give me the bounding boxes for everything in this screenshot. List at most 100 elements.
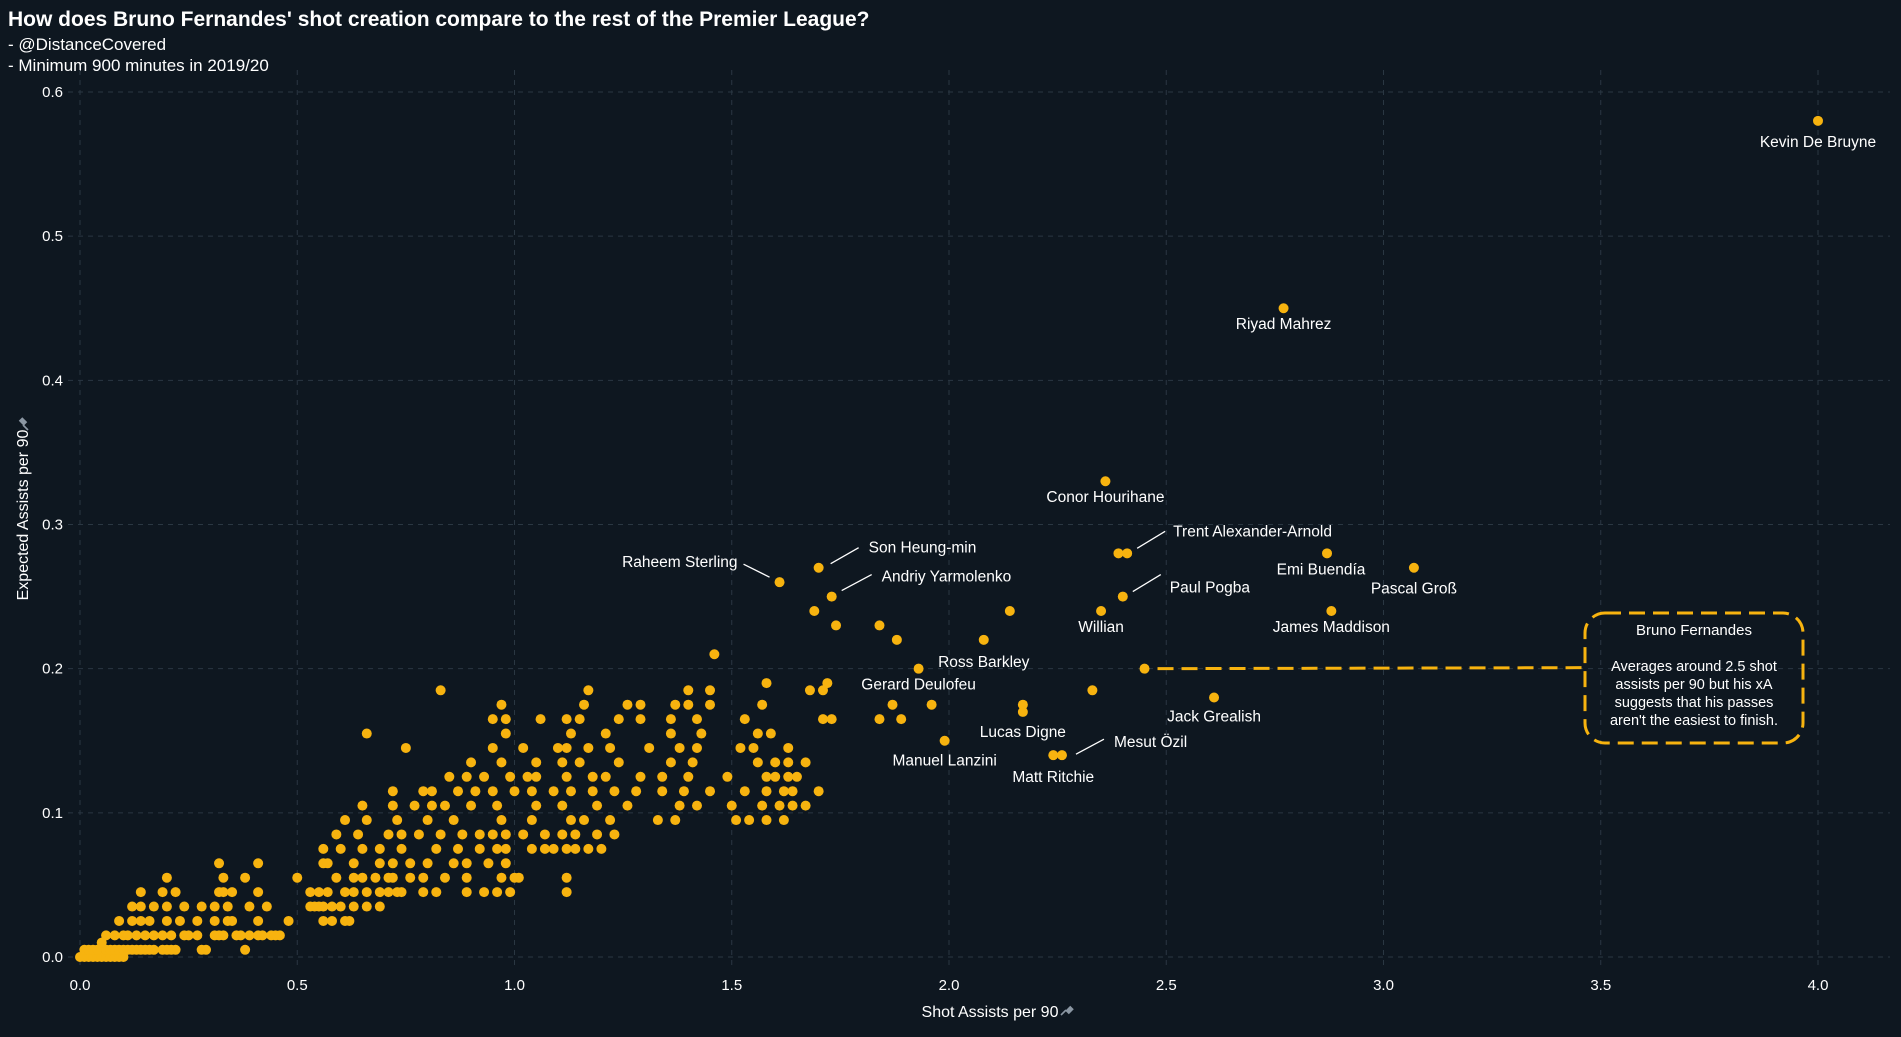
player-label: Raheem Sterling [622, 554, 737, 571]
data-point [170, 944, 181, 955]
leader-line [841, 574, 872, 592]
data-point [683, 771, 694, 782]
data-point [705, 699, 716, 710]
annotation-line-4: aren't the easiest to finish. [1610, 713, 1778, 729]
data-point [683, 685, 694, 696]
data-point [227, 915, 238, 926]
data-point [579, 699, 590, 710]
player-label: James Maddison [1273, 619, 1390, 636]
data-point [418, 872, 429, 883]
data-point-labeled [826, 591, 837, 602]
data-point [131, 930, 142, 941]
data-point [583, 843, 594, 854]
data-point [505, 771, 516, 782]
data-point [757, 800, 768, 811]
data-point [570, 829, 581, 840]
x-tick-label: 1.0 [504, 977, 525, 994]
y-tick-label: 0.6 [42, 84, 63, 101]
data-point [240, 872, 251, 883]
data-point [557, 757, 568, 768]
data-point [744, 815, 755, 826]
data-point [609, 829, 620, 840]
data-point [774, 800, 785, 811]
player-label: Gerard Deulofeu [861, 677, 976, 694]
data-point [474, 829, 485, 840]
data-point [253, 858, 264, 869]
data-point [387, 858, 398, 869]
player-label: Emi Buendía [1277, 561, 1366, 578]
data-point [526, 786, 537, 797]
data-point [574, 757, 585, 768]
data-point [574, 714, 585, 725]
data-point [161, 872, 172, 883]
data-point [761, 678, 772, 689]
data-point [327, 901, 338, 912]
data-point [691, 714, 702, 725]
player-label: Mesut Özil [1114, 733, 1187, 751]
data-point [787, 800, 798, 811]
data-point [696, 728, 707, 739]
data-point [466, 800, 477, 811]
data-point [435, 685, 446, 696]
data-point [461, 858, 472, 869]
data-point [292, 872, 303, 883]
annotation-line-1: Averages around 2.5 shot [1611, 659, 1777, 675]
data-point [683, 699, 694, 710]
data-point-labeled [1139, 663, 1150, 674]
annotation-line-3: suggests that his passes [1615, 695, 1774, 711]
data-point [492, 843, 503, 854]
data-point [405, 872, 416, 883]
data-point [731, 815, 742, 826]
player-label: Conor Hourihane [1046, 489, 1164, 506]
data-point [218, 887, 229, 898]
data-point [240, 944, 251, 955]
data-point [561, 887, 572, 898]
data-point [348, 887, 359, 898]
data-point [561, 714, 572, 725]
data-point [357, 843, 368, 854]
data-point [657, 771, 668, 782]
y-tick-label: 0.2 [42, 661, 63, 678]
data-point [783, 771, 794, 782]
data-point [431, 887, 442, 898]
data-point [387, 800, 398, 811]
data-point [222, 901, 233, 912]
data-point [161, 901, 172, 912]
data-point [565, 786, 576, 797]
data-point [327, 915, 338, 926]
data-point [605, 742, 616, 753]
data-point [492, 887, 503, 898]
data-point [526, 815, 537, 826]
y-axis-pin-icon[interactable] [18, 417, 29, 431]
data-point [665, 757, 676, 768]
data-point [1087, 685, 1098, 696]
data-points [75, 115, 1823, 962]
data-point [439, 872, 450, 883]
data-point [148, 944, 159, 955]
data-point [561, 771, 572, 782]
data-point [396, 843, 407, 854]
data-point [787, 786, 798, 797]
data-point [583, 742, 594, 753]
data-point [622, 699, 633, 710]
player-label: Riyad Mahrez [1236, 316, 1332, 333]
leader-line [1136, 530, 1166, 549]
chart-title: How does Bruno Fernandes' shot creation … [8, 8, 870, 31]
x-axis-pin-icon[interactable] [1060, 1005, 1074, 1016]
data-point [613, 714, 624, 725]
data-point [552, 742, 563, 753]
data-point [644, 742, 655, 753]
data-point [118, 952, 129, 962]
player-label: Andriy Yarmolenko [882, 569, 1012, 586]
player-label: Ross Barkley [938, 654, 1030, 671]
x-tick-label: 2.0 [939, 977, 960, 994]
data-point [218, 872, 229, 883]
data-point-labeled [1096, 605, 1107, 616]
data-point [209, 915, 220, 926]
data-point [92, 944, 103, 955]
data-point [531, 757, 542, 768]
data-point [800, 757, 811, 768]
data-point [283, 915, 294, 926]
data-point [496, 872, 507, 883]
data-point [531, 800, 542, 811]
